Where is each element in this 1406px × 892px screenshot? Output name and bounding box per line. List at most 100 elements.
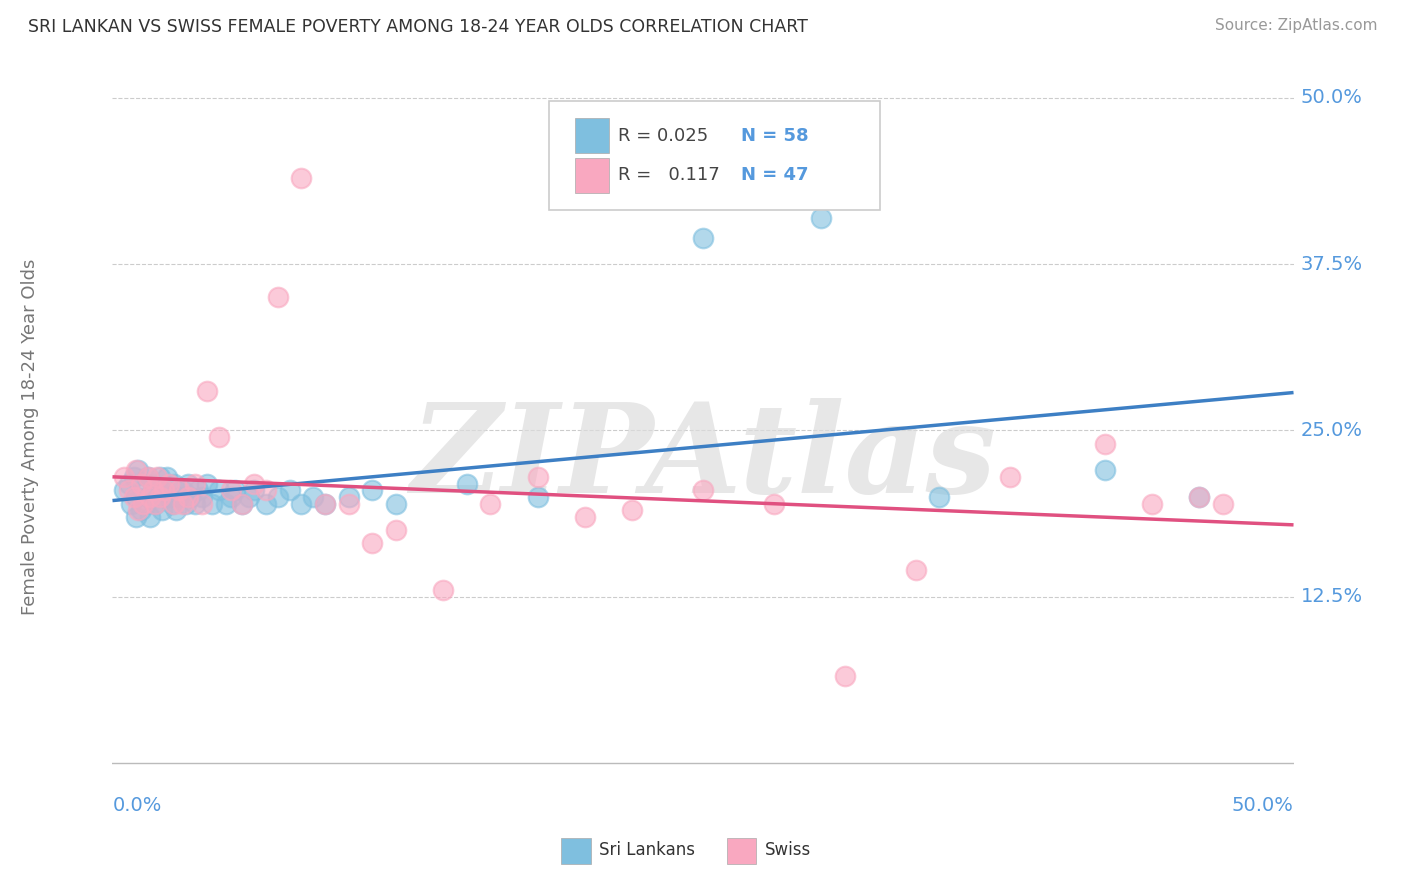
Point [118, 483, 141, 498]
Point [142, 476, 165, 491]
Point [177, 476, 200, 491]
Point [432, 582, 454, 597]
Point [928, 490, 950, 504]
FancyBboxPatch shape [575, 118, 609, 153]
Point [361, 483, 384, 498]
Point [254, 483, 277, 498]
Point [574, 509, 596, 524]
Point [160, 497, 183, 511]
Point [120, 497, 142, 511]
Text: 25.0%: 25.0% [1301, 421, 1362, 440]
Point [127, 503, 149, 517]
Point [191, 490, 214, 504]
Point [219, 483, 242, 498]
Point [195, 476, 218, 491]
Point [337, 490, 360, 504]
Point [1140, 497, 1163, 511]
Text: 50.0%: 50.0% [1232, 797, 1294, 815]
Point [314, 497, 336, 511]
Point [278, 483, 301, 498]
Point [132, 483, 155, 498]
Point [479, 497, 502, 511]
Point [184, 497, 207, 511]
Text: 50.0%: 50.0% [1301, 88, 1362, 107]
Text: Female Poverty Among 18-24 Year Olds: Female Poverty Among 18-24 Year Olds [21, 259, 39, 615]
Point [302, 490, 325, 504]
Point [129, 503, 152, 517]
Point [267, 290, 290, 304]
FancyBboxPatch shape [575, 158, 609, 193]
Point [231, 497, 253, 511]
Point [149, 470, 172, 484]
Point [127, 463, 149, 477]
Point [1188, 490, 1211, 504]
Point [810, 211, 832, 225]
Point [150, 503, 173, 517]
Point [122, 490, 145, 504]
Point [998, 470, 1021, 484]
Text: Swiss: Swiss [765, 841, 811, 859]
Point [1188, 490, 1211, 504]
Point [337, 497, 360, 511]
Text: 37.5%: 37.5% [1301, 255, 1362, 274]
Point [290, 170, 312, 185]
Text: 12.5%: 12.5% [1301, 587, 1362, 607]
Point [157, 490, 180, 504]
Point [1094, 436, 1116, 450]
Point [143, 497, 166, 511]
Point [195, 384, 218, 398]
Point [174, 497, 197, 511]
Point [118, 476, 141, 491]
Point [112, 483, 135, 498]
Text: N = 47: N = 47 [741, 166, 808, 185]
Point [208, 430, 231, 444]
Point [526, 490, 548, 504]
Point [125, 490, 148, 504]
Point [149, 490, 172, 504]
Point [692, 230, 714, 244]
Point [125, 509, 148, 524]
Text: N = 58: N = 58 [741, 127, 808, 145]
Point [143, 497, 166, 511]
Point [149, 490, 172, 504]
Point [186, 483, 208, 498]
Point [172, 497, 194, 511]
Point [156, 470, 179, 484]
Point [385, 523, 408, 537]
Point [208, 483, 231, 498]
Point [267, 490, 290, 504]
Text: ZIPAtlas: ZIPAtlas [411, 398, 995, 520]
Text: Source: ZipAtlas.com: Source: ZipAtlas.com [1215, 18, 1378, 33]
Point [290, 497, 312, 511]
Point [172, 483, 194, 498]
Point [834, 669, 856, 683]
Point [385, 497, 408, 511]
Point [526, 470, 548, 484]
FancyBboxPatch shape [550, 101, 880, 211]
Point [153, 483, 176, 498]
Point [167, 483, 190, 498]
Text: R =   0.117: R = 0.117 [619, 166, 720, 185]
Point [139, 509, 162, 524]
Point [456, 476, 478, 491]
Point [139, 490, 162, 504]
Point [361, 536, 384, 550]
Point [146, 483, 169, 498]
Point [129, 476, 152, 491]
Point [224, 483, 246, 498]
Point [146, 470, 169, 484]
Point [163, 476, 186, 491]
Point [179, 490, 201, 504]
Point [136, 470, 159, 484]
Point [621, 503, 644, 517]
Point [219, 490, 242, 504]
Point [1094, 463, 1116, 477]
Text: 0.0%: 0.0% [112, 797, 162, 815]
Point [136, 490, 159, 504]
Bar [727, 838, 756, 863]
Point [762, 497, 785, 511]
Point [201, 497, 224, 511]
Point [112, 470, 135, 484]
Point [243, 483, 266, 498]
Point [904, 563, 927, 577]
